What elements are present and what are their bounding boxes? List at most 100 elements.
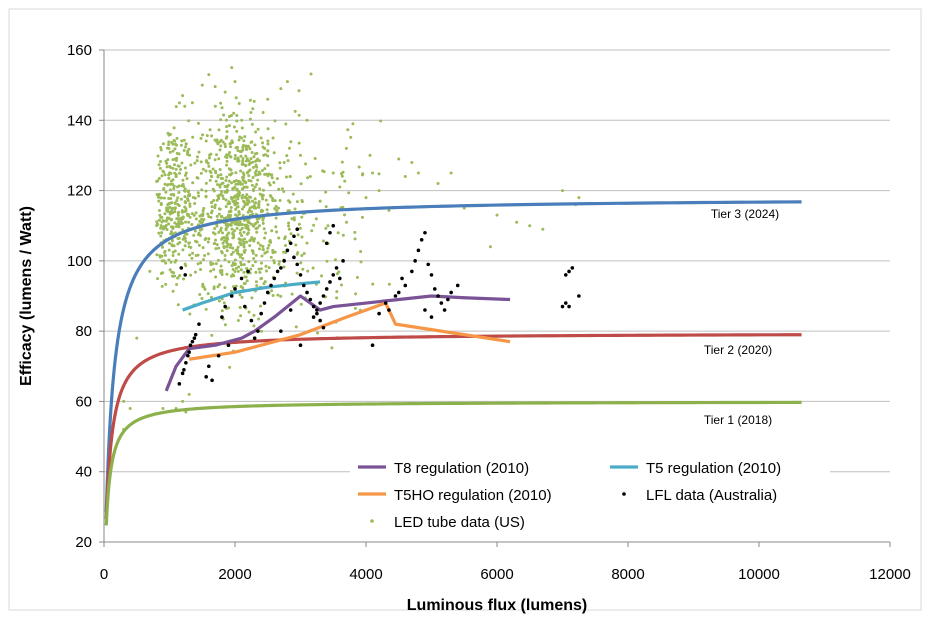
led-point [169, 260, 173, 264]
lfl-point [321, 294, 326, 298]
led-point [250, 150, 254, 154]
led-point [185, 177, 189, 181]
led-point [241, 257, 245, 261]
led-point [217, 207, 221, 211]
led-point [360, 215, 364, 219]
lfl-point [220, 315, 224, 319]
led-point [216, 173, 220, 177]
led-point [188, 204, 192, 208]
led-point [223, 184, 227, 188]
led-point [162, 187, 166, 191]
led-point [226, 183, 230, 187]
led-point [187, 147, 191, 151]
led-point [177, 252, 181, 256]
led-point [203, 253, 207, 257]
led-point [218, 269, 222, 273]
led-point [169, 179, 173, 183]
led-point [171, 158, 175, 162]
lfl-point [311, 304, 316, 309]
led-point [343, 179, 347, 183]
led-point [267, 266, 271, 270]
tier-curve [104, 333, 802, 520]
led-point [201, 246, 205, 250]
led-point [541, 227, 545, 231]
led-point [175, 185, 179, 189]
led-point [275, 230, 279, 234]
lfl-point [183, 273, 188, 277]
led-point [257, 170, 261, 174]
led-point [167, 143, 171, 147]
led-point [230, 181, 234, 185]
lfl-point [331, 223, 336, 228]
led-point [246, 224, 250, 228]
led-point [225, 225, 229, 229]
led-point [163, 173, 167, 177]
led-point [187, 192, 191, 196]
led-point [449, 171, 453, 175]
led-point [188, 253, 192, 257]
led-point [219, 173, 223, 177]
lfl-point [560, 304, 565, 309]
led-point [200, 188, 204, 192]
led-point [234, 182, 238, 186]
x-tick-label: 12000 [869, 566, 911, 583]
led-point [310, 229, 314, 233]
led-point [174, 258, 178, 262]
led-point [170, 243, 174, 247]
led-point [284, 122, 288, 126]
led-point [227, 231, 231, 235]
lfl-point [256, 329, 260, 333]
led-point [314, 217, 318, 221]
x-tick-label: 10000 [738, 566, 780, 583]
led-point [240, 196, 244, 200]
led-point [233, 222, 237, 226]
led-point [248, 147, 252, 151]
led-point [377, 189, 381, 193]
lfl-point [288, 308, 293, 312]
lfl-point [334, 266, 339, 270]
led-point [320, 274, 324, 278]
led-point [183, 104, 187, 108]
led-point [157, 218, 161, 222]
led-point [214, 275, 218, 279]
led-point [173, 147, 177, 151]
led-point [234, 266, 238, 270]
led-point [387, 208, 391, 212]
led-point [353, 230, 357, 234]
lfl-point [186, 353, 190, 358]
led-point [185, 152, 189, 156]
led-point [271, 136, 275, 140]
led-point [202, 218, 206, 222]
led-point [283, 237, 287, 241]
led-point [209, 171, 213, 175]
led-point [292, 216, 296, 220]
led-point [212, 199, 216, 203]
led-point [209, 261, 213, 265]
led-point [236, 245, 240, 249]
led-point [260, 276, 264, 280]
led-point [324, 226, 328, 230]
lfl-point [416, 248, 421, 253]
led-point [266, 163, 270, 167]
lfl-point [577, 294, 581, 298]
led-point [207, 73, 211, 77]
led-point [202, 258, 206, 262]
led-point [229, 145, 233, 149]
led-point [273, 207, 277, 211]
led-point [169, 182, 173, 186]
led-point [265, 208, 269, 212]
led-point [223, 90, 227, 94]
led-point [298, 226, 302, 230]
led-point [214, 262, 218, 266]
legend-box [350, 455, 830, 537]
led-point [272, 180, 276, 184]
led-point [177, 191, 181, 195]
led-point [254, 280, 258, 284]
led-point [297, 113, 301, 117]
led-point [177, 204, 181, 208]
led-point [280, 187, 284, 191]
led-point [240, 207, 244, 211]
led-point [235, 119, 239, 123]
legend-label: LFL data (Australia) [646, 487, 777, 504]
